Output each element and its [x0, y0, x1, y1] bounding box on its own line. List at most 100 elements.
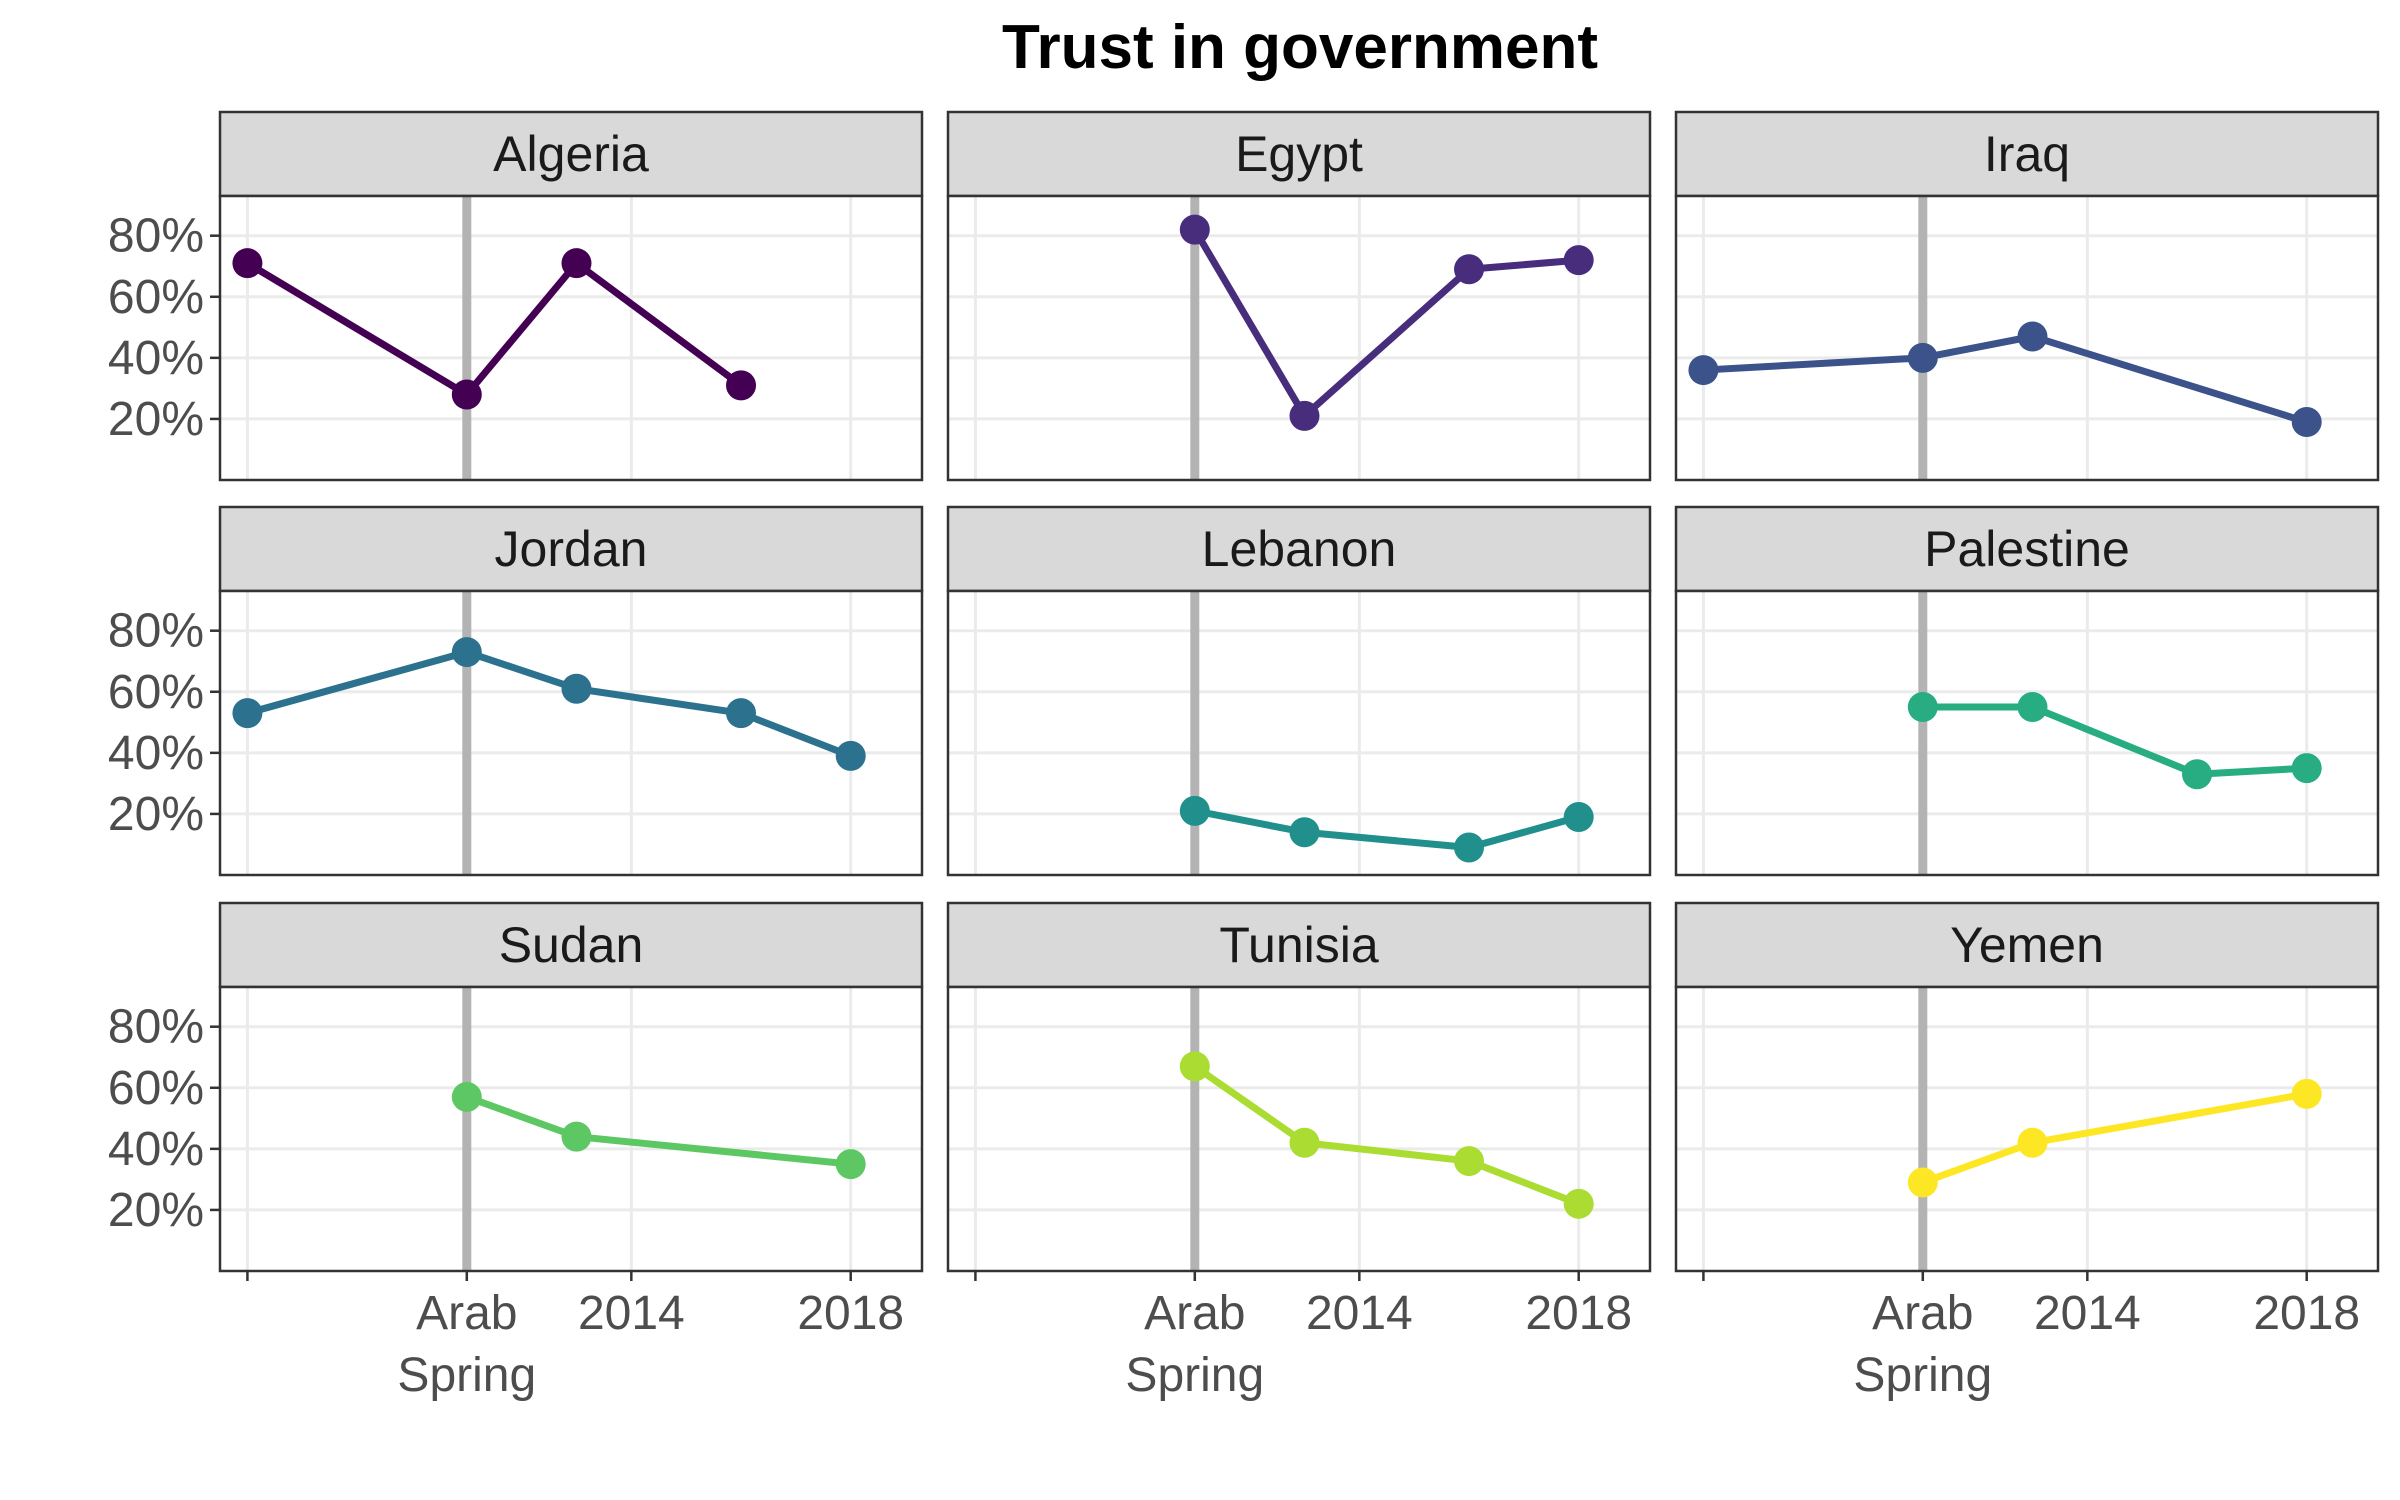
x-tick-label-yemen: 2018 — [2253, 1287, 2360, 1340]
panel-border-egypt — [946, 194, 1652, 482]
plot-area-palestine — [1676, 591, 2378, 875]
strip-egypt — [946, 110, 1652, 198]
data-point-iraq-2011 — [1907, 342, 1938, 373]
y-tick-label-algeria: 40% — [108, 332, 204, 385]
strip-sudan — [218, 901, 924, 989]
strip-label-yemen: Yemen — [1950, 917, 2104, 973]
data-point-palestine-2011 — [1907, 692, 1938, 723]
strip-label-tunisia: Tunisia — [1219, 917, 1379, 973]
panel-border-iraq — [1674, 194, 2380, 482]
panel-egypt: Egypt — [946, 110, 1652, 482]
panel-jordan: Jordan 20% 40% 60% 80% — [108, 505, 924, 877]
plot-area-jordan — [220, 591, 922, 875]
x-tick-label-sudan: 2014 — [578, 1287, 685, 1340]
data-point-lebanon-2013 — [1289, 817, 1320, 848]
panel-yemen: Yemen Arab Spring 2014 2018 — [1674, 901, 2380, 1402]
data-point-algeria-2011 — [451, 379, 482, 410]
data-point-sudan-2018 — [835, 1149, 866, 1180]
y-tick-label-jordan: 40% — [108, 727, 204, 780]
data-point-sudan-2011 — [451, 1081, 482, 1112]
strip-jordan — [218, 505, 924, 593]
panel-border-sudan — [218, 985, 924, 1273]
data-point-tunisia-2013 — [1289, 1127, 1320, 1158]
data-point-yemen-2013 — [2017, 1127, 2048, 1158]
x-tick-label-sudan: Arab Spring — [397, 1287, 536, 1402]
plot-area-egypt — [948, 196, 1650, 480]
data-point-sudan-2013 — [561, 1121, 592, 1152]
y-tick-label-algeria: 60% — [108, 271, 204, 324]
y-tick-label-jordan: 80% — [108, 605, 204, 658]
data-point-jordan-2018 — [835, 740, 866, 771]
data-point-yemen-2011 — [1907, 1167, 1938, 1198]
x-tick-label-tunisia: 2014 — [1306, 1287, 1413, 1340]
strip-label-palestine: Palestine — [1924, 521, 2130, 577]
data-point-egypt-2011 — [1179, 214, 1210, 245]
x-tick-label-tunisia: 2018 — [1525, 1287, 1632, 1340]
strip-label-egypt: Egypt — [1235, 126, 1363, 182]
y-tick-label-sudan: 80% — [108, 1001, 204, 1054]
data-point-yemen-2018 — [2291, 1078, 2322, 1109]
x-tick-label-sudan: 2018 — [797, 1287, 904, 1340]
strip-iraq — [1674, 110, 2380, 198]
panel-lebanon: Lebanon — [946, 505, 1652, 877]
strip-lebanon — [946, 505, 1652, 593]
data-point-lebanon-2018 — [1563, 801, 1594, 832]
series-line-algeria — [243, 259, 745, 398]
data-point-egypt-2016 — [1454, 254, 1485, 285]
panel-sudan: Sudan 20% 40% 60% 80% Arab Spring 2014 2018 — [108, 901, 924, 1402]
panel-border-yemen — [1674, 985, 2380, 1273]
y-tick-label-sudan: 20% — [108, 1184, 204, 1237]
y-tick-label-sudan: 40% — [108, 1123, 204, 1176]
series-line-tunisia — [1191, 1062, 1583, 1208]
panel-algeria: Algeria 20% 40% 60% 80% — [108, 110, 924, 482]
x-tick-label-tunisia: Arab Spring — [1125, 1287, 1264, 1402]
y-tick-label-sudan: 60% — [108, 1062, 204, 1115]
data-point-iraq-2007 — [1688, 355, 1719, 386]
data-point-palestine-2013 — [2017, 692, 2048, 723]
panel-border-jordan — [218, 589, 924, 877]
data-point-lebanon-2011 — [1179, 795, 1210, 826]
y-tick-label-algeria: 80% — [108, 210, 204, 263]
strip-label-algeria: Algeria — [493, 126, 649, 182]
data-point-jordan-2013 — [561, 673, 592, 704]
panel-border-algeria — [218, 194, 924, 482]
data-point-algeria-2013 — [561, 248, 592, 279]
data-point-lebanon-2016 — [1454, 832, 1485, 863]
strip-label-sudan: Sudan — [499, 917, 644, 973]
panel-palestine: Palestine — [1674, 505, 2380, 877]
series-line-palestine — [1919, 703, 2311, 778]
strip-palestine — [1674, 505, 2380, 593]
panel-iraq: Iraq — [1674, 110, 2380, 482]
data-point-algeria-2007 — [232, 248, 263, 279]
x-tick-label-yemen: Arab Spring — [1853, 1287, 1992, 1402]
series-line-iraq — [1699, 332, 2311, 426]
strip-label-iraq: Iraq — [1984, 126, 2070, 182]
x-tick-label-yemen: 2014 — [2034, 1287, 2141, 1340]
data-point-tunisia-2018 — [1563, 1188, 1594, 1219]
series-line-lebanon — [1191, 807, 1583, 852]
data-point-egypt-2018 — [1563, 245, 1594, 276]
data-point-palestine-2016 — [2182, 759, 2213, 790]
data-point-egypt-2013 — [1289, 400, 1320, 431]
data-point-iraq-2013 — [2017, 321, 2048, 352]
data-point-tunisia-2011 — [1179, 1051, 1210, 1082]
panel-tunisia: Tunisia Arab Spring 2014 2018 — [946, 901, 1652, 1402]
strip-label-jordan: Jordan — [495, 521, 648, 577]
series-line-egypt — [1191, 226, 1583, 420]
y-tick-label-algeria: 20% — [108, 393, 204, 446]
strip-algeria — [218, 110, 924, 198]
plot-area-algeria — [220, 196, 922, 480]
strip-tunisia — [946, 901, 1652, 989]
data-point-palestine-2018 — [2291, 753, 2322, 784]
y-tick-label-jordan: 60% — [108, 666, 204, 719]
data-point-iraq-2018 — [2291, 406, 2322, 437]
chart-title: Trust in government — [1002, 13, 1598, 82]
data-point-tunisia-2016 — [1454, 1146, 1485, 1177]
strip-label-lebanon: Lebanon — [1202, 521, 1397, 577]
data-point-jordan-2016 — [726, 698, 757, 729]
data-point-jordan-2007 — [232, 698, 263, 729]
data-point-algeria-2016 — [726, 370, 757, 401]
panel-border-lebanon — [946, 589, 1652, 877]
